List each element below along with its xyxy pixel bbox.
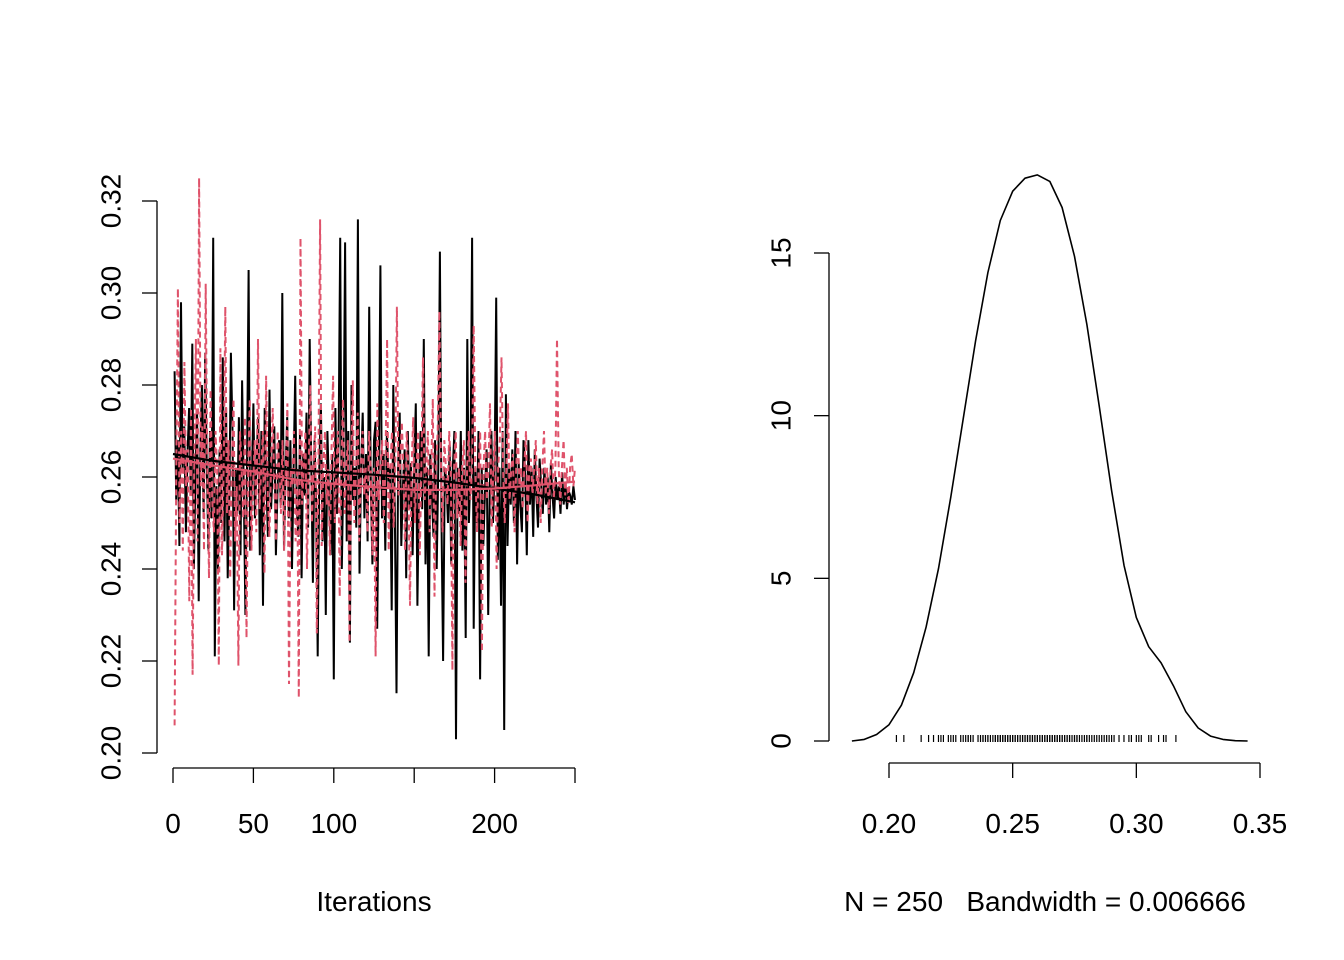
density-curve — [851, 174, 1248, 742]
y-tick-label: 0.28 — [95, 358, 126, 413]
x-axis-label: Iterations — [316, 886, 431, 917]
y-tick-label: 0.22 — [95, 634, 126, 689]
smooth-line-1 — [172, 452, 576, 504]
x-tick-label: 0.35 — [1233, 808, 1288, 839]
density-series-group — [851, 174, 1248, 742]
trace-plot: 0.20 0.22 0.24 0.26 0.28 0.30 0.32 0 50 100 200 I… — [95, 174, 576, 917]
trace-series-group — [172, 177, 576, 740]
y-axis-ticks: 0.20 0.22 0.24 0.26 0.28 0.30 0.32 — [95, 174, 157, 781]
y-tick-label: 0.24 — [95, 542, 126, 597]
x-axis-label-density: N = 250 Bandwidth = 0.006666 — [844, 886, 1246, 917]
y-tick-label: 0 — [765, 733, 796, 749]
y-tick-label: 0.20 — [95, 726, 126, 781]
y-tick-label: 10 — [765, 400, 796, 431]
x-tick-label: 0.20 — [862, 808, 917, 839]
smooth-line-2 — [172, 457, 576, 491]
x-tick-label: 0.30 — [1109, 808, 1164, 839]
trace-series-1 — [173, 219, 576, 740]
x-tick-label: 0 — [165, 808, 181, 839]
density-plot: 0 5 10 15 0.20 0.25 0.30 0.35 N = 250 Bandwidt… — [765, 174, 1288, 917]
y-axis-ticks-density: 0 5 10 15 — [765, 237, 829, 749]
x-tick-label: 100 — [310, 808, 357, 839]
x-axis-ticks: 0 50 100 200 — [165, 768, 576, 839]
y-tick-label: 0.26 — [95, 450, 126, 505]
rug-marks — [895, 735, 1177, 742]
x-tick-label: 50 — [238, 808, 269, 839]
trace-series-2 — [173, 177, 576, 726]
y-tick-label: 0.32 — [95, 174, 126, 229]
y-tick-label: 5 — [765, 571, 796, 587]
x-tick-label: 200 — [471, 808, 518, 839]
x-tick-label: 0.25 — [985, 808, 1040, 839]
y-tick-label: 0.30 — [95, 266, 126, 321]
x-axis-ticks-density: 0.20 0.25 0.30 0.35 — [862, 763, 1288, 839]
y-tick-label: 15 — [765, 237, 796, 268]
